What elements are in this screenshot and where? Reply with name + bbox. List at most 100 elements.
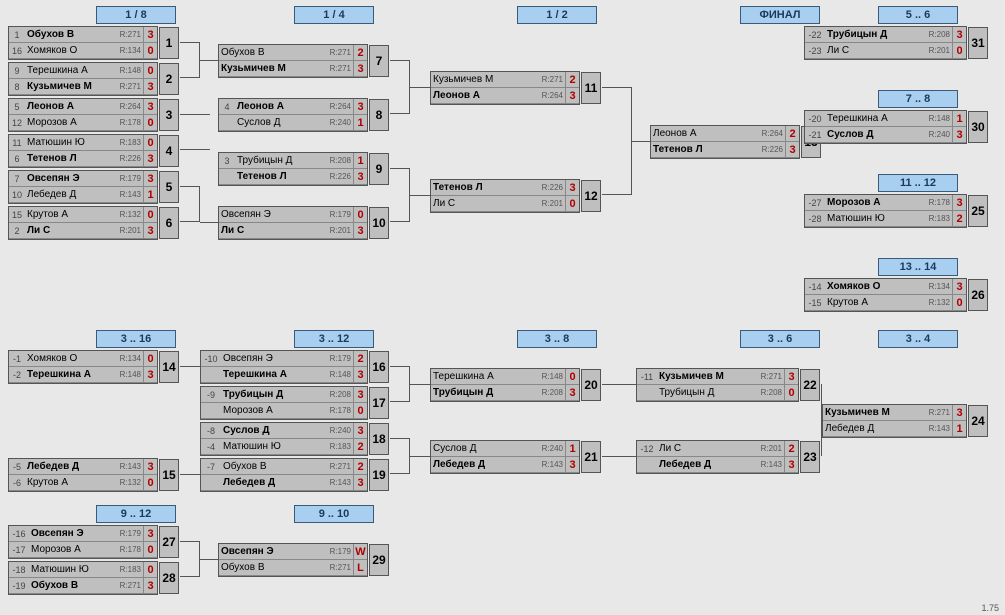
- bracket-connector: [821, 420, 822, 421]
- match-15: -5Лебедев ДR:1433-6Крутов АR:132015: [8, 458, 158, 492]
- player-row: -28Матюшин ЮR:1832: [805, 211, 966, 227]
- player-rating: R:183: [929, 214, 952, 223]
- player-rating: R:208: [929, 30, 952, 39]
- seed: -4: [201, 442, 221, 452]
- match-number: 19: [369, 459, 389, 491]
- player-name: Кузьмичев М: [219, 63, 330, 74]
- round-label: 1 / 8: [96, 6, 176, 24]
- round-label: 11 .. 12: [878, 174, 958, 192]
- player-score: 3: [353, 475, 367, 490]
- seed: -1: [9, 354, 25, 364]
- player-score: 3: [353, 367, 367, 382]
- round-label: 1 / 4: [294, 6, 374, 24]
- player-row: Ли СR:2013: [219, 223, 367, 239]
- version-label: 1.75: [981, 603, 999, 613]
- player-rating: R:271: [330, 48, 353, 57]
- player-name: Суслов Д: [825, 129, 929, 140]
- player-score: 3: [353, 387, 367, 402]
- player-name: Морозов А: [221, 405, 330, 416]
- player-score: 2: [353, 45, 367, 60]
- match-number: 30: [968, 111, 988, 143]
- seed: 16: [9, 46, 25, 56]
- match-number: 1: [159, 27, 179, 59]
- seed: -27: [805, 198, 825, 208]
- seed: 11: [9, 138, 25, 148]
- match-28: -18Матюшин ЮR:1830-19Обухов ВR:271328: [8, 561, 158, 595]
- player-row: Леонов АR:2643: [431, 88, 579, 104]
- seed: 10: [9, 190, 25, 200]
- player-row: Кузьмичев МR:2713: [219, 61, 367, 77]
- seed: 5: [9, 102, 25, 112]
- player-name: Леонов А: [25, 101, 120, 112]
- match-1: 1Обухов ВR:271316Хомяков ОR:13401: [8, 26, 158, 60]
- seed: -5: [9, 462, 25, 472]
- player-score: 0: [143, 207, 157, 222]
- player-name: Ли С: [825, 45, 929, 56]
- player-row: Тетенов ЛR:2263: [431, 180, 579, 196]
- seed: 1: [9, 30, 25, 40]
- player-rating: R:178: [120, 118, 143, 127]
- player-name: Терешкина А: [221, 369, 330, 380]
- bracket-connector: [602, 87, 632, 195]
- bracket-connector: [390, 168, 410, 222]
- match-number: 5: [159, 171, 179, 203]
- player-score: 3: [952, 279, 966, 294]
- bracket-connector: [632, 141, 650, 142]
- bracket-connector: [180, 114, 210, 150]
- match-11: Кузьмичев МR:2712Леонов АR:264311: [430, 71, 580, 105]
- player-row: -20Терешкина АR:1481: [805, 111, 966, 127]
- player-row: -22Трубицын ДR:2083: [805, 27, 966, 43]
- player-rating: R:240: [330, 118, 353, 127]
- match-number: 27: [159, 526, 179, 558]
- player-score: 2: [353, 351, 367, 366]
- bracket-connector: [200, 222, 218, 223]
- player-row: -6Крутов АR:1320: [9, 475, 157, 491]
- player-name: Терешкина А: [25, 65, 120, 76]
- bracket-connector: [410, 456, 430, 457]
- player-score: 0: [143, 63, 157, 78]
- player-rating: R:208: [761, 388, 784, 397]
- seed: -11: [637, 372, 657, 382]
- match-number: 20: [581, 369, 601, 401]
- match-25: -27Морозов АR:1783-28Матюшин ЮR:183225: [804, 194, 967, 228]
- player-score: 0: [952, 43, 966, 58]
- player-row: Кузьмичев МR:2713: [823, 405, 966, 421]
- player-name: Лебедев Д: [25, 461, 120, 472]
- seed: -9: [201, 390, 221, 400]
- player-row: 11Матюшин ЮR:1830: [9, 135, 157, 151]
- match-number: 6: [159, 207, 179, 239]
- player-row: -19Обухов ВR:2713: [9, 578, 157, 594]
- player-rating: R:179: [330, 210, 353, 219]
- bracket-connector: [180, 541, 200, 577]
- round-label: 9 .. 12: [96, 505, 176, 523]
- player-rating: R:271: [330, 563, 353, 572]
- seed: -23: [805, 46, 825, 56]
- player-name: Матюшин Ю: [29, 564, 120, 575]
- player-score: 3: [143, 151, 157, 166]
- player-row: Обухов ВR:2712: [219, 45, 367, 61]
- player-score: 3: [353, 169, 367, 184]
- player-score: 3: [952, 405, 966, 420]
- player-score: 3: [143, 526, 157, 541]
- seed: 2: [9, 226, 25, 236]
- player-name: Хомяков О: [825, 281, 929, 292]
- player-score: 0: [143, 135, 157, 150]
- player-name: Леонов А: [651, 128, 762, 139]
- player-row: Обухов ВR:271L: [219, 560, 367, 576]
- seed: -20: [805, 114, 825, 124]
- player-rating: R:132: [929, 298, 952, 307]
- match-8: 4Леонов АR:2643Суслов ДR:24018: [218, 98, 368, 132]
- player-score: 1: [143, 187, 157, 202]
- player-name: Трубицын Д: [431, 387, 542, 398]
- round-label: 3 .. 6: [740, 330, 820, 348]
- seed: -8: [201, 426, 221, 436]
- player-name: Терешкина А: [825, 113, 929, 124]
- match-6: 15Крутов АR:13202Ли СR:20136: [8, 206, 158, 240]
- player-rating: R:179: [120, 174, 143, 183]
- player-name: Тетенов Л: [235, 171, 330, 182]
- player-score: 2: [353, 459, 367, 474]
- seed: -19: [9, 581, 29, 591]
- match-4: 11Матюшин ЮR:18306Тетенов ЛR:22634: [8, 134, 158, 168]
- match-number: 2: [159, 63, 179, 95]
- match-20: Терешкина АR:1480Трубицын ДR:208320: [430, 368, 580, 402]
